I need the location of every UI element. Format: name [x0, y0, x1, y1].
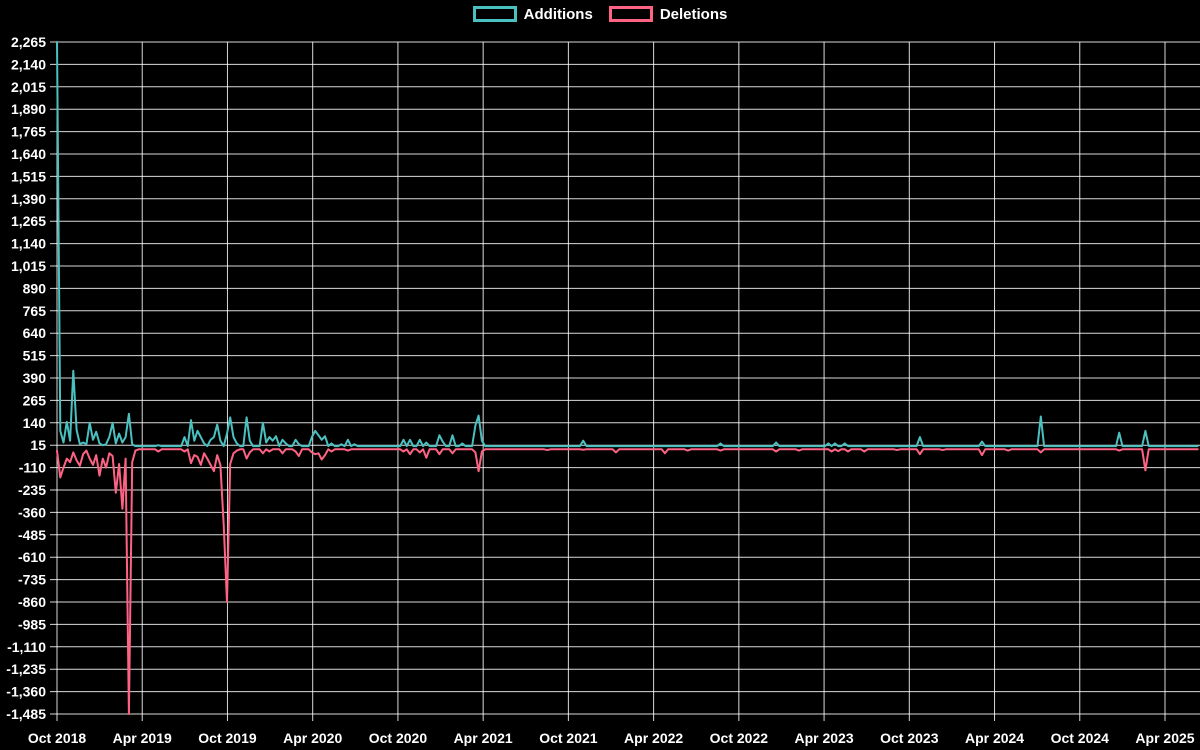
legend-label-additions: Additions [523, 5, 593, 23]
series-line-additions [56, 41, 1199, 448]
x-axis-tick-labels: Oct 2018 Apr 2019 Oct 2019 Apr 2020 Oct 2020… [28, 730, 1195, 746]
x-tick-label: Oct 2023 [880, 730, 939, 746]
y-tick-label: 1,390 [11, 191, 46, 207]
x-tick-label: Apr 2024 [965, 730, 1024, 746]
y-tick-label: 1,640 [11, 146, 46, 162]
y-tick-label: 1,015 [11, 258, 46, 274]
series-line-deletions [56, 448, 1199, 715]
y-tick-label: -610 [18, 549, 46, 565]
x-tick-label: Oct 2018 [28, 730, 87, 746]
y-tick-label: 1,890 [11, 101, 46, 117]
y-tick-label: 1,765 [11, 124, 46, 140]
x-tick-label: Oct 2022 [710, 730, 769, 746]
deletions-swatch-icon [608, 6, 653, 22]
y-tick-label: -1,485 [6, 706, 46, 722]
y-tick-label: 1,140 [11, 236, 46, 252]
y-tick-label: 2,015 [11, 79, 46, 95]
x-tick-label: Oct 2021 [539, 730, 598, 746]
x-tick-label: Oct 2024 [1051, 730, 1110, 746]
horizontal-gridlines [50, 41, 1200, 715]
y-tick-label: 515 [23, 348, 47, 364]
y-tick-label: 2,265 [11, 34, 46, 50]
y-tick-label: 15 [30, 437, 46, 453]
y-tick-label: -110 [19, 460, 46, 476]
y-tick-label: -360 [18, 504, 46, 520]
y-tick-label: 1,515 [11, 168, 46, 184]
y-tick-label: 2,140 [11, 56, 46, 72]
x-tick-label: Apr 2023 [794, 730, 853, 746]
chart-legend: Additions Deletions [0, 6, 1200, 22]
x-tick-label: Apr 2025 [1135, 730, 1194, 746]
y-tick-label: -235 [18, 482, 46, 498]
vertical-gridlines [56, 42, 1166, 721]
additions-swatch-icon [472, 6, 517, 22]
y-tick-label: 265 [23, 392, 47, 408]
y-tick-label: 765 [23, 303, 47, 319]
x-tick-label: Apr 2020 [283, 730, 342, 746]
y-tick-label: 390 [23, 370, 47, 386]
y-tick-label: -735 [18, 572, 46, 588]
legend-item-deletions[interactable]: Deletions [608, 5, 728, 23]
y-tick-label: -1,360 [6, 684, 46, 700]
y-tick-label: -485 [18, 527, 46, 543]
y-tick-label: -1,110 [7, 639, 46, 655]
y-tick-label: 890 [23, 280, 47, 296]
y-tick-label: -985 [18, 616, 46, 632]
y-tick-label: -860 [18, 594, 46, 610]
x-tick-label: Apr 2022 [624, 730, 683, 746]
y-axis-tick-labels: 2,265 2,140 2,015 1,890 1,765 1,640 1,515 1,390… [6, 34, 46, 722]
legend-label-deletions: Deletions [659, 5, 728, 23]
x-tick-label: Oct 2019 [198, 730, 257, 746]
y-tick-label: 140 [23, 415, 47, 431]
x-tick-label: Apr 2019 [113, 730, 172, 746]
x-tick-label: Oct 2020 [369, 730, 428, 746]
y-tick-label: -1,235 [6, 661, 46, 677]
y-tick-label: 640 [23, 325, 47, 341]
data-series [56, 41, 1199, 715]
legend-item-additions[interactable]: Additions [472, 5, 593, 23]
x-tick-label: Apr 2021 [454, 730, 513, 746]
y-tick-label: 1,265 [11, 213, 46, 229]
